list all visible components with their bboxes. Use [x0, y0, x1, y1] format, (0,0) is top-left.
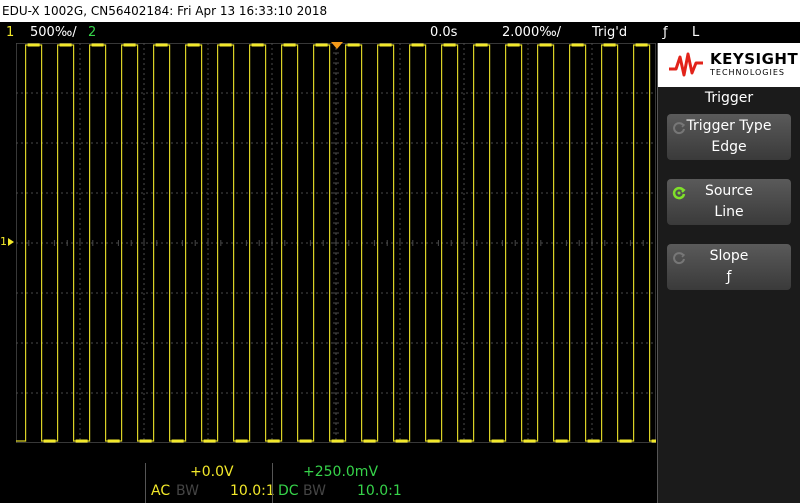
ground-marker-label: 1	[0, 235, 7, 248]
waveform-display[interactable]	[15, 42, 657, 444]
channel-info-bar: +0.0V AC BW 10.0:1 +250.0mV DC BW 10.0:1	[0, 463, 657, 503]
entry-knob-icon	[673, 252, 686, 265]
status-bar: 1 500‰/ 2 0.0s 2.000‰/ Trig'd ƒ L	[0, 22, 800, 43]
ch2-probe: 10.0:1	[357, 483, 402, 499]
brand-name: KEYSIGHT	[710, 50, 799, 68]
softkey-trigger-type[interactable]: Trigger Type Edge	[667, 114, 791, 160]
ch2-info[interactable]: +250.0mV DC BW 10.0:1	[272, 463, 402, 503]
window-title: EDU-X 1002G, CN56402184: Fri Apr 13 16:3…	[0, 0, 800, 22]
ch2-number[interactable]: 2	[88, 25, 97, 40]
ch2-bw-limit: BW	[303, 483, 326, 499]
trigger-slope-icon: ƒ	[663, 25, 668, 40]
ch1-number[interactable]: 1	[6, 25, 15, 40]
softkey-panel: KEYSIGHT TECHNOLOGIES Trigger Trigger Ty…	[657, 43, 800, 503]
ch1-bw-limit: BW	[176, 483, 199, 499]
trigger-source-readout: L	[692, 25, 700, 40]
ch1-info[interactable]: +0.0V AC BW 10.0:1	[145, 463, 275, 503]
timebase-readout: 2.000‰/	[502, 25, 562, 40]
softkey-label: Trigger Type	[686, 118, 772, 134]
ch2-coupling: DC	[278, 483, 299, 499]
waveform-svg	[15, 42, 657, 444]
softkey-value: ƒ	[726, 269, 732, 285]
ch1-coupling: AC	[151, 483, 171, 499]
keysight-wave-icon	[669, 52, 703, 77]
brand-logo-area: KEYSIGHT TECHNOLOGIES	[658, 43, 800, 87]
softkey-value: Line	[714, 204, 744, 220]
entry-knob-icon	[672, 186, 686, 200]
brand-sub: TECHNOLOGIES	[710, 68, 785, 77]
ch1-offset: +0.0V	[190, 464, 234, 480]
menu-title: Trigger	[704, 90, 754, 106]
ground-icon	[8, 238, 14, 246]
ch2-offset: +250.0mV	[303, 464, 379, 480]
delay-readout: 0.0s	[430, 25, 458, 40]
trigger-position-marker[interactable]	[331, 42, 343, 49]
ch1-probe: 10.0:1	[230, 483, 275, 499]
softkey-label: Slope	[709, 248, 749, 264]
ch1-ground-marker[interactable]: 1	[0, 233, 16, 251]
softkey-source[interactable]: Source Line	[667, 179, 791, 225]
ch1-scale[interactable]: 500‰/	[30, 25, 77, 40]
softkey-slope[interactable]: Slope ƒ	[667, 244, 791, 290]
softkey-label: Source	[704, 183, 754, 199]
softkey-value: Edge	[711, 139, 747, 155]
trigger-state: Trig'd	[592, 25, 628, 40]
entry-knob-icon	[673, 122, 686, 135]
